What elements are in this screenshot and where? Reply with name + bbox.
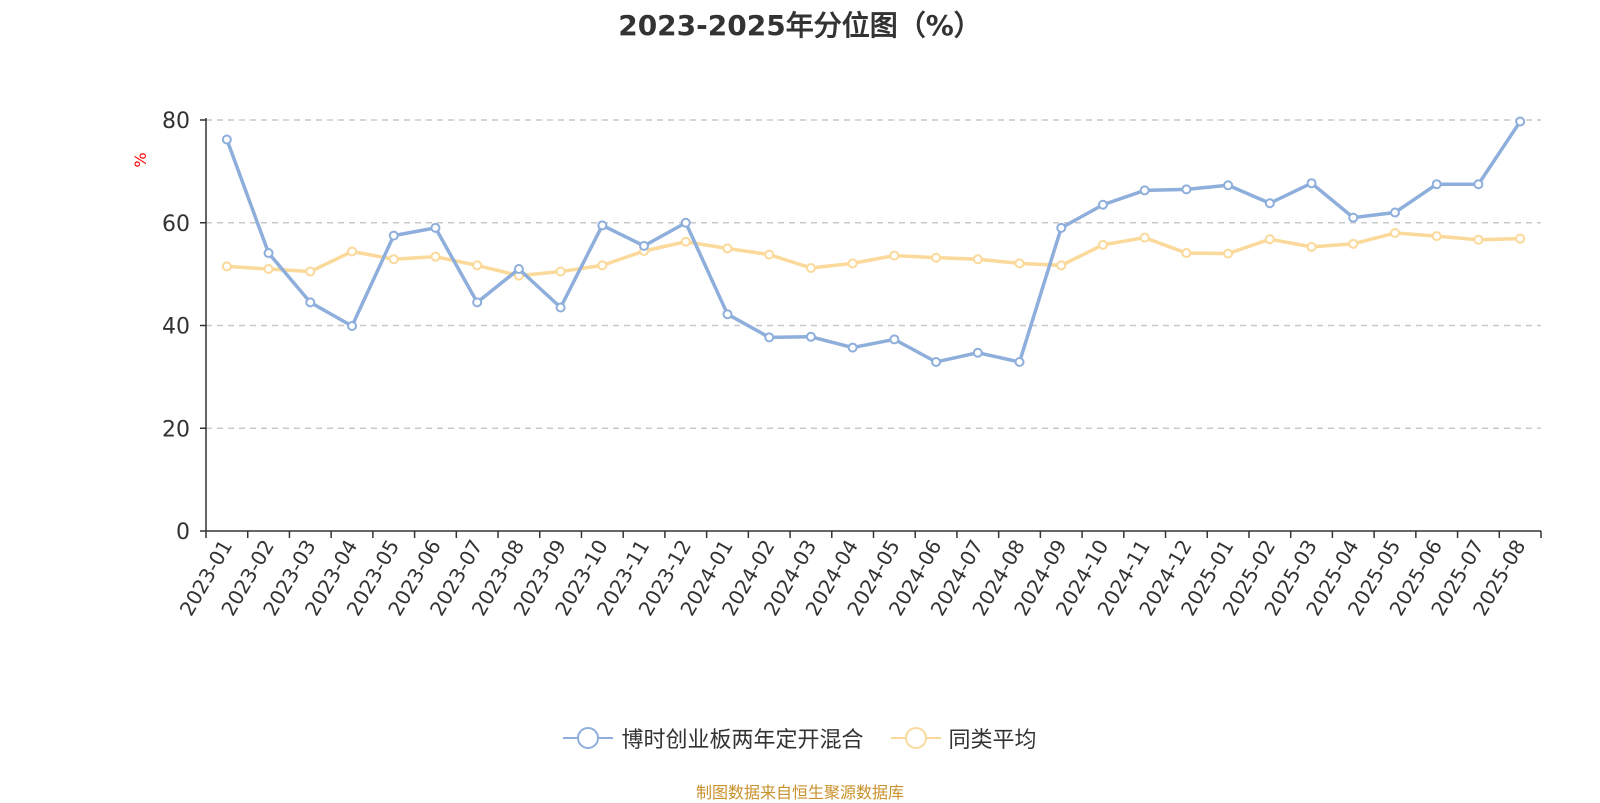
data-point bbox=[889, 250, 900, 261]
data-point bbox=[1264, 234, 1275, 245]
data-point bbox=[1515, 233, 1526, 244]
data-point bbox=[1223, 248, 1234, 259]
data-point bbox=[388, 230, 399, 241]
data-point bbox=[263, 263, 274, 274]
y-tick-label: 80 bbox=[162, 109, 190, 134]
data-point bbox=[1223, 180, 1234, 191]
legend-swatch-circle-icon bbox=[563, 727, 614, 749]
data-point bbox=[347, 321, 358, 332]
data-point bbox=[1097, 239, 1108, 250]
data-point bbox=[1389, 228, 1400, 239]
data-point bbox=[1056, 222, 1067, 233]
series bbox=[221, 116, 1526, 367]
legend-item-peer-average[interactable]: 同类平均 bbox=[890, 722, 1037, 754]
data-point bbox=[931, 252, 942, 263]
data-point bbox=[764, 249, 775, 260]
axes: 0204060802023-012023-022023-032023-04202… bbox=[162, 109, 1542, 620]
data-point bbox=[1097, 199, 1108, 210]
data-point bbox=[805, 331, 816, 342]
legend-label-peer-average: 同类平均 bbox=[948, 728, 1037, 753]
data-point bbox=[597, 260, 608, 271]
data-point bbox=[305, 297, 316, 308]
data-point bbox=[1139, 232, 1150, 243]
y-tick-label: 60 bbox=[162, 212, 190, 237]
data-point bbox=[1389, 207, 1400, 218]
data-point bbox=[847, 258, 858, 269]
legend-label-fund: 博时创业板两年定开混合 bbox=[621, 728, 864, 753]
legend: 博时创业板两年定开混合 同类平均 bbox=[0, 722, 1600, 757]
data-point bbox=[1515, 116, 1526, 127]
data-point bbox=[1306, 241, 1317, 252]
gridlines bbox=[206, 119, 1541, 429]
data-point bbox=[1431, 179, 1442, 190]
data-point bbox=[1306, 178, 1317, 189]
data-point bbox=[263, 248, 274, 259]
data-point bbox=[1181, 248, 1192, 259]
y-tick-label: 40 bbox=[162, 315, 190, 340]
data-point bbox=[639, 240, 650, 251]
y-axis-unit-label: % bbox=[131, 152, 150, 167]
data-point bbox=[221, 134, 232, 145]
data-point bbox=[972, 254, 983, 265]
data-point bbox=[1014, 356, 1025, 367]
data-point bbox=[1264, 198, 1275, 209]
data-point bbox=[680, 217, 691, 228]
legend-swatch-circle-icon bbox=[890, 727, 941, 749]
data-point bbox=[472, 260, 483, 271]
data-point bbox=[805, 262, 816, 273]
source-note: 制图数据来自恒生聚源数据库 bbox=[695, 783, 904, 802]
data-point bbox=[764, 332, 775, 343]
data-point bbox=[889, 334, 900, 345]
data-point bbox=[388, 254, 399, 265]
data-point bbox=[1473, 179, 1484, 190]
series-line bbox=[225, 120, 1522, 364]
data-point bbox=[1473, 234, 1484, 245]
legend-item-fund[interactable]: 博时创业板两年定开混合 bbox=[563, 722, 864, 754]
data-point bbox=[430, 222, 441, 233]
data-point bbox=[305, 266, 316, 277]
data-point bbox=[972, 347, 983, 358]
chart-title: 2023-2025年分位图（%） bbox=[618, 9, 982, 42]
data-point bbox=[513, 263, 524, 274]
series-line bbox=[226, 231, 1521, 278]
data-point bbox=[847, 342, 858, 353]
data-point bbox=[1056, 260, 1067, 271]
data-point bbox=[680, 236, 691, 247]
data-point bbox=[1014, 258, 1025, 269]
data-point bbox=[1431, 231, 1442, 242]
data-point bbox=[1181, 184, 1192, 195]
y-tick-label: 0 bbox=[176, 520, 190, 545]
data-point bbox=[597, 220, 608, 231]
data-point bbox=[555, 302, 566, 313]
data-point bbox=[1348, 238, 1359, 249]
data-point bbox=[1348, 212, 1359, 223]
data-point bbox=[1139, 185, 1150, 196]
data-point bbox=[347, 246, 358, 257]
data-point bbox=[472, 297, 483, 308]
data-point bbox=[555, 266, 566, 277]
series-1 bbox=[221, 228, 1526, 281]
data-point bbox=[221, 261, 232, 272]
data-point bbox=[430, 251, 441, 262]
data-point bbox=[722, 243, 733, 254]
data-point bbox=[931, 356, 942, 367]
data-point bbox=[722, 309, 733, 320]
y-tick-label: 20 bbox=[162, 417, 190, 442]
series-0 bbox=[221, 116, 1526, 367]
